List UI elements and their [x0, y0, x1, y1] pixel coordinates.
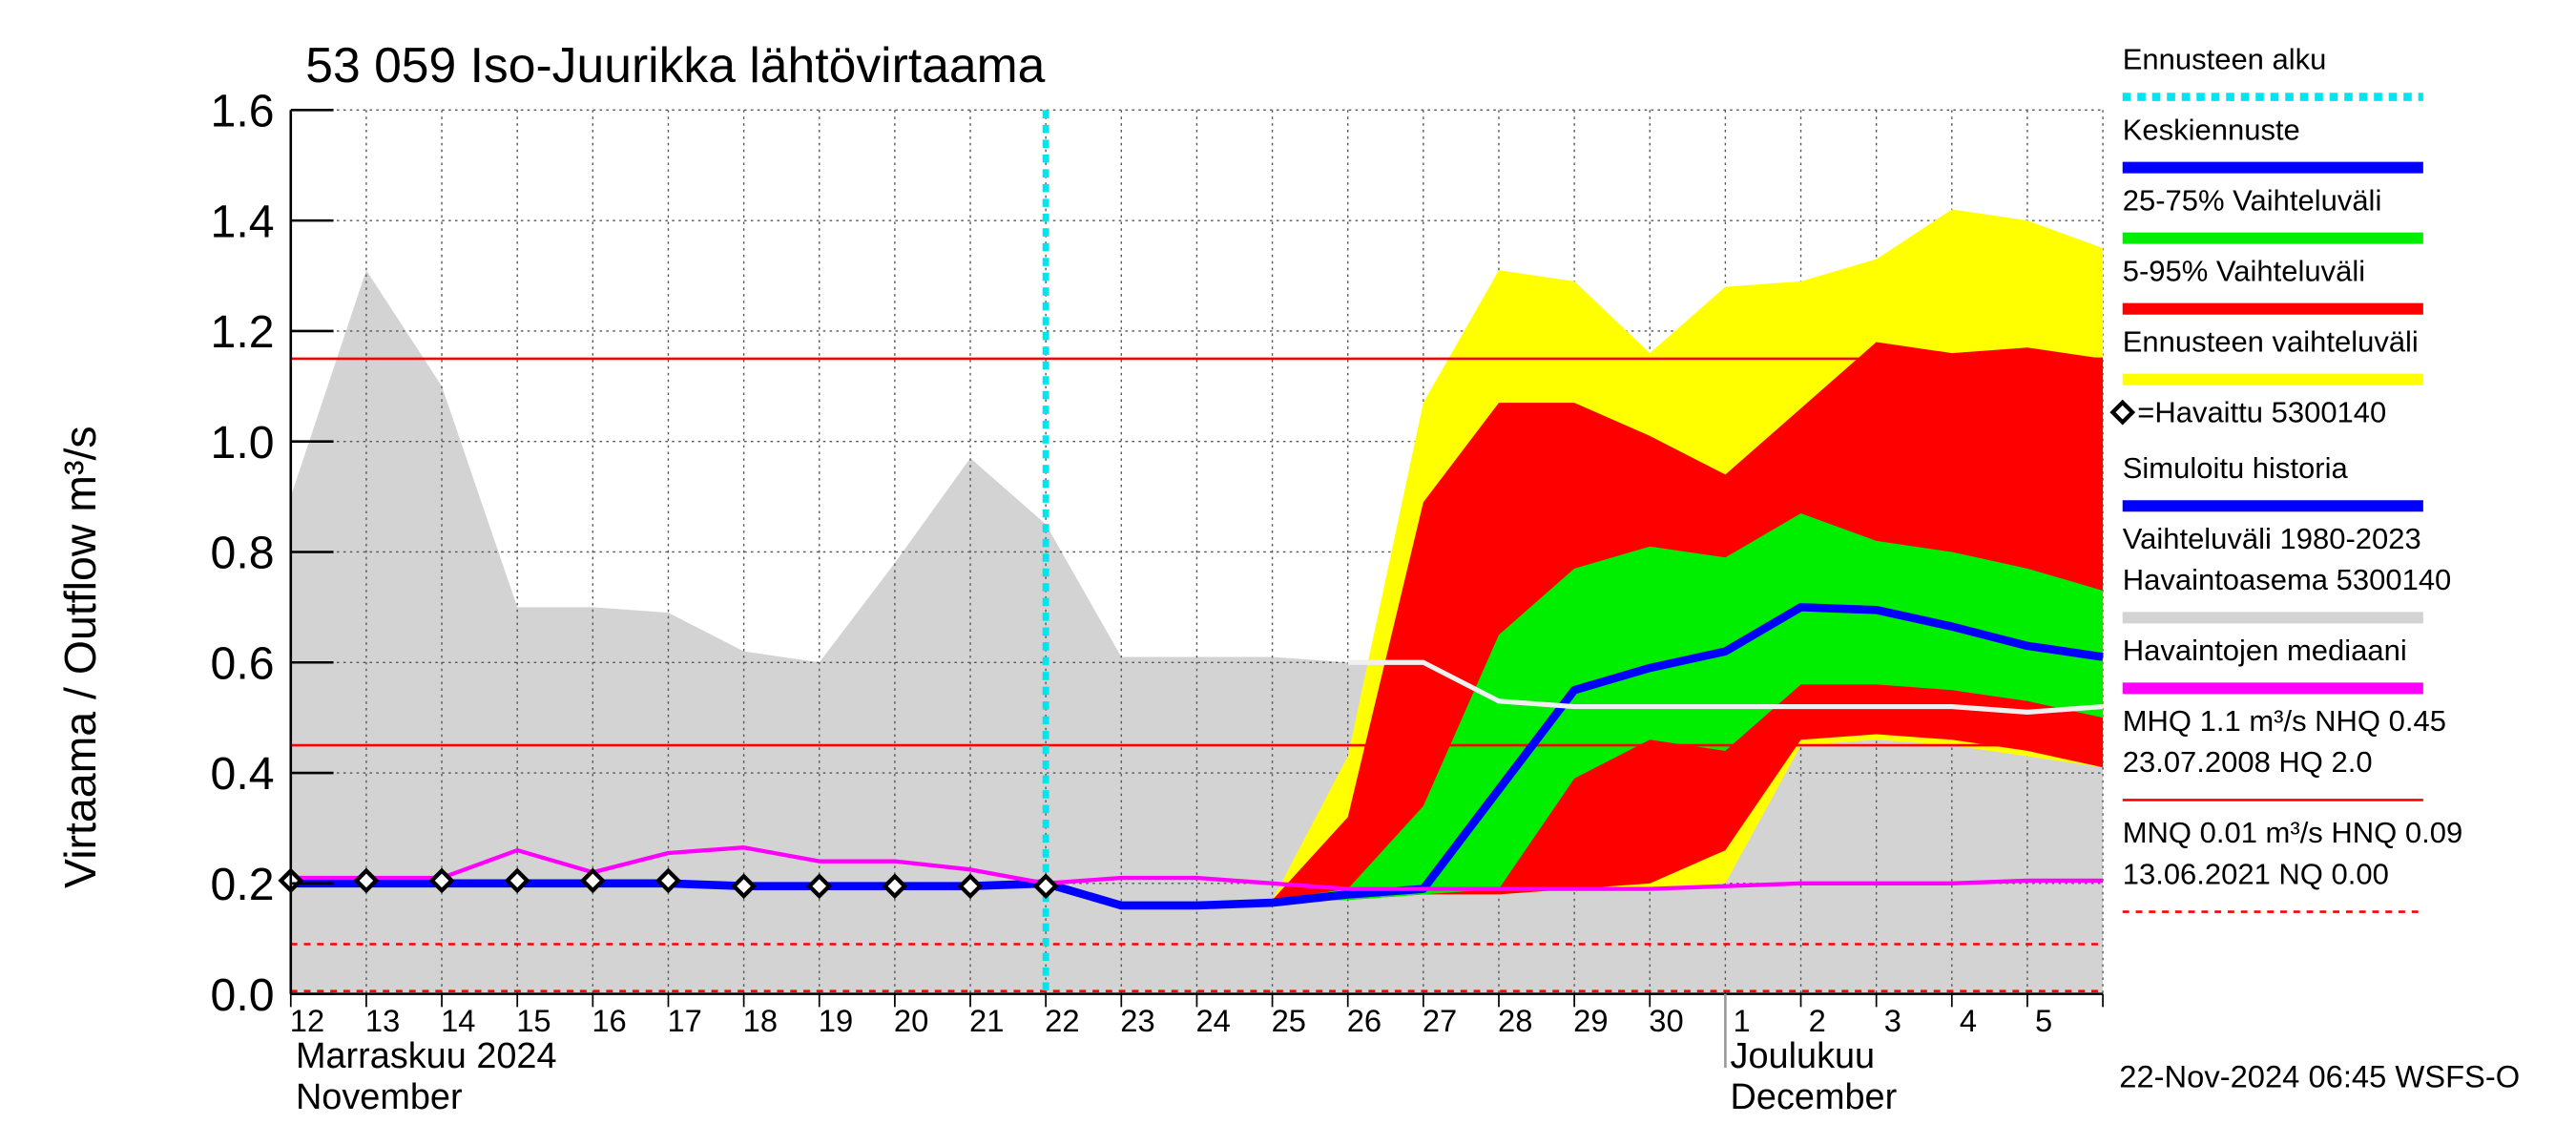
legend-label: Vaihteluväli 1980-2023 — [2123, 522, 2421, 555]
x-tick-label: 28 — [1498, 1003, 1532, 1038]
legend-label: Havaintojen mediaani — [2123, 634, 2407, 667]
series-line — [1044, 603, 2104, 910]
x-tick-label: 14 — [441, 1003, 475, 1038]
month-label: Marraskuu 2024 — [296, 1036, 557, 1076]
legend-item: 25-75% Vaihteluväli — [2122, 183, 2423, 244]
y-tick-label: 0.2 — [211, 859, 275, 910]
legend-item: =Havaittu 5300140 — [2109, 395, 2386, 428]
x-tick-label: 30 — [1649, 1003, 1683, 1038]
y-tick-label: 0.4 — [211, 748, 275, 800]
legend-item: Simuloitu historia — [2122, 451, 2423, 512]
legend-swatch — [2109, 399, 2136, 426]
y-tick-label: 1.4 — [211, 196, 275, 247]
series-line — [1347, 659, 2104, 715]
x-tick-label: 16 — [592, 1003, 626, 1038]
x-tick-label: 24 — [1195, 1003, 1230, 1038]
legend-item: 5-95% Vaihteluväli — [2122, 254, 2423, 315]
month-label: November — [296, 1077, 463, 1117]
footer: 22-Nov-2024 06:45 WSFS-O — [2119, 1059, 2520, 1094]
y-tick-label: 0.0 — [211, 969, 275, 1021]
x-tick-label: 12 — [290, 1003, 324, 1038]
x-tick-label: 29 — [1573, 1003, 1608, 1038]
observed-point — [428, 867, 455, 894]
observed-point — [1032, 873, 1059, 900]
legend-item: Havaintojen mediaani — [2122, 634, 2423, 695]
legend-label: 23.07.2008 HQ 2.0 — [2123, 745, 2373, 779]
legend-label: Simuloitu historia — [2123, 451, 2349, 485]
legend-item: MHQ 1.1 m³/s NHQ 0.45 23.07.2008 HQ 2.0 — [2122, 704, 2446, 802]
observed-point — [504, 867, 530, 894]
month-label: Joulukuu — [1731, 1036, 1876, 1076]
y-axis-label: Virtaama / Outflow m³/s — [55, 426, 105, 888]
legend-label: =Havaittu 5300140 — [2137, 395, 2386, 428]
observed-point — [731, 873, 757, 900]
x-tick-label: 18 — [743, 1003, 778, 1038]
x-tick-label: 4 — [1960, 1003, 1977, 1038]
x-tick-label: 1 — [1734, 1003, 1751, 1038]
x-tick-label: 5 — [2035, 1003, 2052, 1038]
observed-point — [882, 873, 908, 900]
x-tick-label: 22 — [1045, 1003, 1079, 1038]
x-tick-label: 19 — [819, 1003, 853, 1038]
legend-label: MNQ 0.01 m³/s HNQ 0.09 — [2123, 816, 2462, 849]
x-tick-label: 21 — [969, 1003, 1004, 1038]
x-tick-label: 17 — [667, 1003, 701, 1038]
x-tick-label: 27 — [1423, 1003, 1457, 1038]
observed-point — [579, 867, 606, 894]
y-tick-label: 1.0 — [211, 417, 275, 468]
x-tick-label: 23 — [1120, 1003, 1154, 1038]
month-label: December — [1731, 1077, 1898, 1117]
legend-item: Ennusteen alku — [2122, 42, 2423, 101]
legend-label: 13.06.2021 NQ 0.00 — [2123, 857, 2389, 890]
legend-label: Ennusteen alku — [2123, 42, 2327, 75]
chart-title: 53 059 Iso-Juurikka lähtövirtaama — [305, 37, 1045, 93]
legend-item: Ennusteen vaihteluväli — [2122, 324, 2423, 385]
legend-label: MHQ 1.1 m³/s NHQ 0.45 — [2123, 704, 2446, 738]
x-tick-label: 2 — [1809, 1003, 1826, 1038]
y-tick-label: 1.2 — [211, 306, 275, 358]
x-tick-label: 15 — [516, 1003, 551, 1038]
legend-label: 5-95% Vaihteluväli — [2123, 254, 2365, 287]
x-tick-label: 13 — [365, 1003, 400, 1038]
y-tick-label: 1.6 — [211, 86, 275, 137]
y-tick-label: 0.8 — [211, 528, 275, 579]
x-tick-label: 25 — [1272, 1003, 1306, 1038]
x-tick-label: 3 — [1884, 1003, 1901, 1038]
legend-label: Ennusteen vaihteluväli — [2123, 324, 2419, 358]
observed-point — [806, 873, 833, 900]
legend-item: Vaihteluväli 1980-2023 Havaintoasema 530… — [2122, 522, 2452, 624]
observed-point — [655, 867, 681, 894]
y-tick-label: 0.6 — [211, 637, 275, 689]
x-tick-label: 20 — [894, 1003, 928, 1038]
observed-point — [957, 873, 984, 900]
legend-item: Keskiennuste — [2122, 113, 2423, 174]
legend-label: Keskiennuste — [2123, 113, 2300, 146]
legend-item: MNQ 0.01 m³/s HNQ 0.09 13.06.2021 NQ 0.00 — [2122, 816, 2462, 913]
x-tick-label: 26 — [1347, 1003, 1381, 1038]
legend-label: 25-75% Vaihteluväli — [2123, 183, 2382, 217]
observed-point — [353, 867, 380, 894]
legend-label: Havaintoasema 5300140 — [2123, 563, 2452, 596]
